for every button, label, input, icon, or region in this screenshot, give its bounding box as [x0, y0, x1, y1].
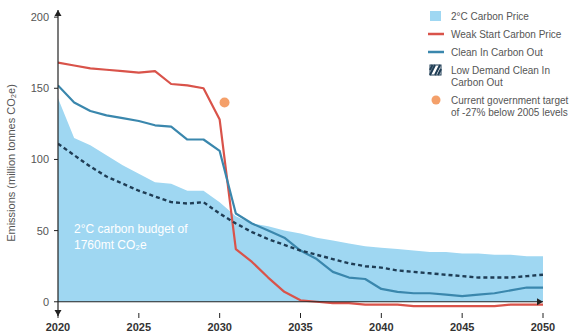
- legend-marker: [428, 51, 444, 54]
- page: {"chart_data": { "type": "line", "ylabel…: [0, 0, 575, 335]
- x-tick: [462, 313, 463, 318]
- x-tick-label: 2045: [450, 321, 474, 333]
- legend-marker: [430, 11, 441, 21]
- y-tick-label: 50: [37, 225, 49, 237]
- y-tick: [54, 88, 58, 89]
- y-axis: [57, 10, 58, 316]
- legend-marker-box: [430, 65, 441, 75]
- legend-item: Weak Start Carbon Price: [428, 28, 573, 41]
- legend-label: 2°C Carbon Price: [451, 10, 573, 23]
- legend: 2°C Carbon Price Weak Start Carbon Price C…: [428, 10, 573, 124]
- y-tick-label: 150: [31, 82, 49, 94]
- x-tick: [219, 313, 220, 318]
- x-tick-label: 2050: [531, 321, 555, 333]
- legend-label: Current government target of -27% below …: [451, 94, 573, 119]
- x-tick-label: 2025: [127, 321, 151, 333]
- legend-marker: [428, 33, 444, 36]
- y-tick-label: 100: [31, 153, 49, 165]
- legend-label: Low Demand Clean In Carbon Out: [451, 64, 573, 89]
- y-tick: [54, 301, 58, 302]
- x-tick-label: 2035: [288, 321, 312, 333]
- legend-item: Clean In Carbon Out: [428, 46, 573, 59]
- legend-marker-hatch: [430, 65, 441, 75]
- area-series: [58, 98, 543, 302]
- x-tick: [138, 313, 139, 318]
- x-axis-arrow: [537, 298, 543, 305]
- y-axis-arrow: [55, 10, 62, 16]
- legend-marker: [432, 96, 441, 105]
- legend-marker: [430, 65, 441, 75]
- legend-swatch: [428, 10, 444, 22]
- y-tick: [54, 159, 58, 160]
- x-tick: [381, 313, 382, 318]
- x-tick-label: 2020: [46, 321, 70, 333]
- legend-label: Weak Start Carbon Price: [451, 28, 573, 41]
- y-tick-label: 0: [43, 296, 49, 308]
- legend-swatch: [428, 94, 444, 106]
- line-series: [58, 144, 543, 278]
- y-tick-label: 200: [31, 11, 49, 23]
- legend-item: Low Demand Clean In Carbon Out: [428, 64, 573, 89]
- legend-swatch: [428, 64, 444, 76]
- legend-item: 2°C Carbon Price: [428, 10, 573, 23]
- legend-item: Current government target of -27% below …: [428, 94, 573, 119]
- x-tick: [58, 313, 59, 318]
- annotation: 2°C carbon budget of 1760mt CO₂e: [74, 221, 224, 253]
- scatter-point: [220, 98, 230, 108]
- y-tick: [54, 230, 58, 231]
- legend-swatch: [428, 28, 444, 40]
- x-tick-label: 2030: [207, 321, 231, 333]
- y-axis-title: Emissions (million tonnes CO₂e): [5, 84, 17, 242]
- x-axis: [58, 301, 543, 302]
- x-tick: [543, 313, 544, 318]
- legend-swatch: [428, 46, 444, 58]
- x-tick-label: 2040: [369, 321, 393, 333]
- x-tick: [300, 313, 301, 318]
- y-tick: [54, 17, 58, 18]
- legend-label: Clean In Carbon Out: [451, 46, 573, 59]
